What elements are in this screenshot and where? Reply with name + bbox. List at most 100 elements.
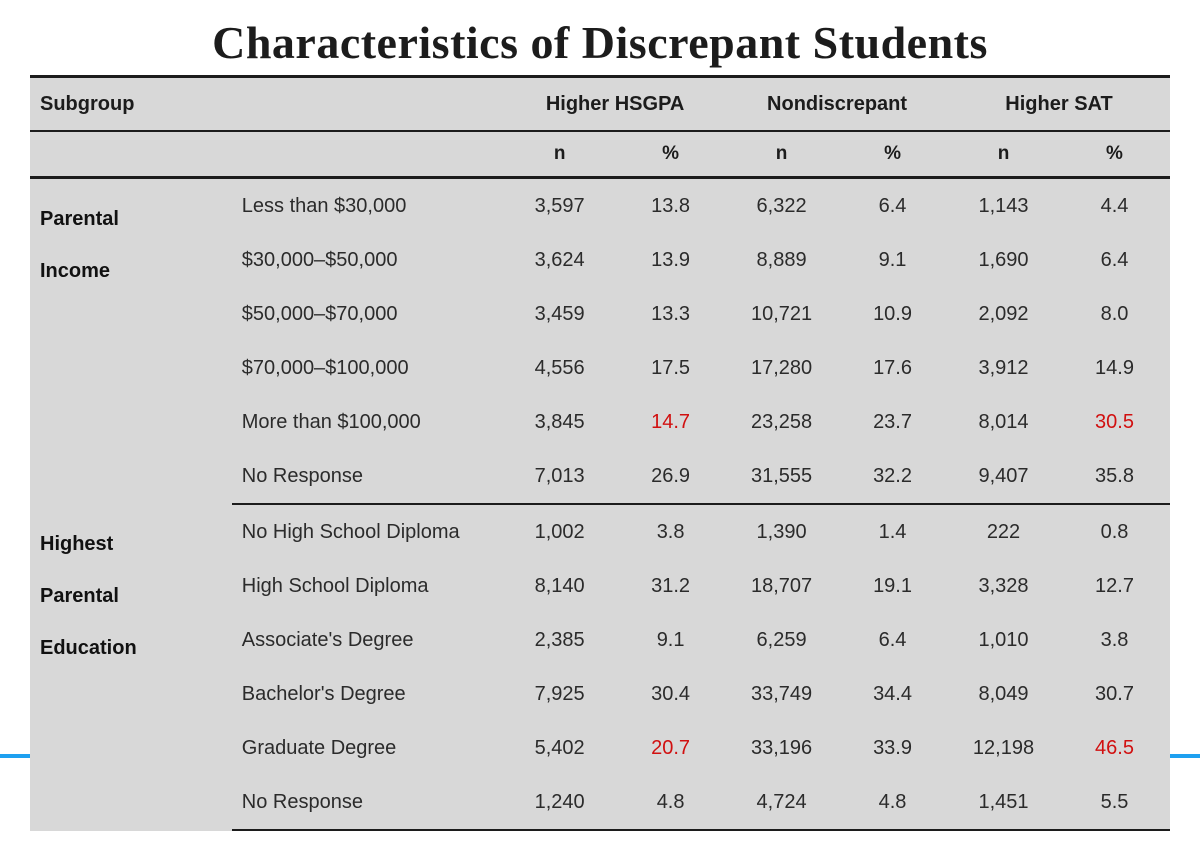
pct-cell: 9.1 xyxy=(615,613,726,667)
accent-dash-right xyxy=(1170,754,1200,758)
n-cell: 8,140 xyxy=(504,559,615,613)
pct-cell: 33.9 xyxy=(837,721,948,775)
n-cell: 31,555 xyxy=(726,449,837,504)
pct-cell: 23.7 xyxy=(837,395,948,449)
pct-cell: 20.7 xyxy=(615,721,726,775)
category-cell: No Response xyxy=(232,449,504,504)
col-sub-n-1: n xyxy=(726,131,837,178)
pct-cell: 19.1 xyxy=(837,559,948,613)
n-cell: 1,690 xyxy=(948,233,1059,287)
n-cell: 7,925 xyxy=(504,667,615,721)
n-cell: 12,198 xyxy=(948,721,1059,775)
table-row: ParentalIncomeLess than $30,0003,59713.8… xyxy=(30,178,1170,234)
n-cell: 1,143 xyxy=(948,178,1059,234)
n-cell: 3,624 xyxy=(504,233,615,287)
col-header-subgroup: Subgroup xyxy=(30,77,232,132)
n-cell: 10,721 xyxy=(726,287,837,341)
pct-cell: 46.5 xyxy=(1059,721,1170,775)
category-cell: $50,000–$70,000 xyxy=(232,287,504,341)
pct-cell: 30.5 xyxy=(1059,395,1170,449)
subgroup-label: ParentalIncome xyxy=(30,178,232,505)
pct-cell: 30.7 xyxy=(1059,667,1170,721)
col-group-higher-sat: Higher SAT xyxy=(948,77,1170,132)
n-cell: 1,010 xyxy=(948,613,1059,667)
col-header-category xyxy=(232,77,504,132)
accent-dash-left xyxy=(0,754,30,758)
pct-cell: 0.8 xyxy=(1059,504,1170,559)
col-group-nondiscrepant: Nondiscrepant xyxy=(726,77,948,132)
n-cell: 33,749 xyxy=(726,667,837,721)
pct-cell: 6.4 xyxy=(837,178,948,234)
pct-cell: 32.2 xyxy=(837,449,948,504)
pct-cell: 4.4 xyxy=(1059,178,1170,234)
pct-cell: 9.1 xyxy=(837,233,948,287)
n-cell: 1,390 xyxy=(726,504,837,559)
table-row: HighestParentalEducationNo High School D… xyxy=(30,504,1170,559)
discrepant-students-table: Subgroup Higher HSGPA Nondiscrepant High… xyxy=(30,75,1170,831)
col-sub-p-0: % xyxy=(615,131,726,178)
pct-cell: 17.5 xyxy=(615,341,726,395)
pct-cell: 13.9 xyxy=(615,233,726,287)
col-sub-p-1: % xyxy=(837,131,948,178)
pct-cell: 1.4 xyxy=(837,504,948,559)
subgroup-label: HighestParentalEducation xyxy=(30,504,232,830)
pct-cell: 8.0 xyxy=(1059,287,1170,341)
n-cell: 18,707 xyxy=(726,559,837,613)
n-cell: 5,402 xyxy=(504,721,615,775)
category-cell: $70,000–$100,000 xyxy=(232,341,504,395)
n-cell: 33,196 xyxy=(726,721,837,775)
col-sub-blank1 xyxy=(30,131,232,178)
pct-cell: 4.8 xyxy=(615,775,726,830)
pct-cell: 13.8 xyxy=(615,178,726,234)
n-cell: 8,889 xyxy=(726,233,837,287)
pct-cell: 12.7 xyxy=(1059,559,1170,613)
col-sub-n-0: n xyxy=(504,131,615,178)
pct-cell: 26.9 xyxy=(615,449,726,504)
category-cell: Associate's Degree xyxy=(232,613,504,667)
n-cell: 1,002 xyxy=(504,504,615,559)
pct-cell: 10.9 xyxy=(837,287,948,341)
pct-cell: 3.8 xyxy=(1059,613,1170,667)
category-cell: No Response xyxy=(232,775,504,830)
col-sub-n-2: n xyxy=(948,131,1059,178)
n-cell: 3,328 xyxy=(948,559,1059,613)
pct-cell: 6.4 xyxy=(837,613,948,667)
n-cell: 6,322 xyxy=(726,178,837,234)
col-sub-p-2: % xyxy=(1059,131,1170,178)
category-cell: No High School Diploma xyxy=(232,504,504,559)
category-cell: $30,000–$50,000 xyxy=(232,233,504,287)
n-cell: 17,280 xyxy=(726,341,837,395)
n-cell: 3,912 xyxy=(948,341,1059,395)
n-cell: 3,845 xyxy=(504,395,615,449)
n-cell: 1,240 xyxy=(504,775,615,830)
pct-cell: 35.8 xyxy=(1059,449,1170,504)
n-cell: 3,597 xyxy=(504,178,615,234)
col-group-higher-hsgpa: Higher HSGPA xyxy=(504,77,726,132)
n-cell: 222 xyxy=(948,504,1059,559)
category-cell: Bachelor's Degree xyxy=(232,667,504,721)
n-cell: 2,092 xyxy=(948,287,1059,341)
page-title: Characteristics of Discrepant Students xyxy=(0,0,1200,75)
n-cell: 2,385 xyxy=(504,613,615,667)
n-cell: 8,014 xyxy=(948,395,1059,449)
n-cell: 6,259 xyxy=(726,613,837,667)
table-container: Subgroup Higher HSGPA Nondiscrepant High… xyxy=(0,75,1200,831)
category-cell: Less than $30,000 xyxy=(232,178,504,234)
pct-cell: 4.8 xyxy=(837,775,948,830)
category-cell: Graduate Degree xyxy=(232,721,504,775)
n-cell: 7,013 xyxy=(504,449,615,504)
pct-cell: 17.6 xyxy=(837,341,948,395)
pct-cell: 14.7 xyxy=(615,395,726,449)
pct-cell: 13.3 xyxy=(615,287,726,341)
pct-cell: 14.9 xyxy=(1059,341,1170,395)
pct-cell: 34.4 xyxy=(837,667,948,721)
n-cell: 23,258 xyxy=(726,395,837,449)
n-cell: 1,451 xyxy=(948,775,1059,830)
pct-cell: 3.8 xyxy=(615,504,726,559)
pct-cell: 31.2 xyxy=(615,559,726,613)
n-cell: 4,556 xyxy=(504,341,615,395)
n-cell: 4,724 xyxy=(726,775,837,830)
n-cell: 8,049 xyxy=(948,667,1059,721)
n-cell: 9,407 xyxy=(948,449,1059,504)
category-cell: High School Diploma xyxy=(232,559,504,613)
